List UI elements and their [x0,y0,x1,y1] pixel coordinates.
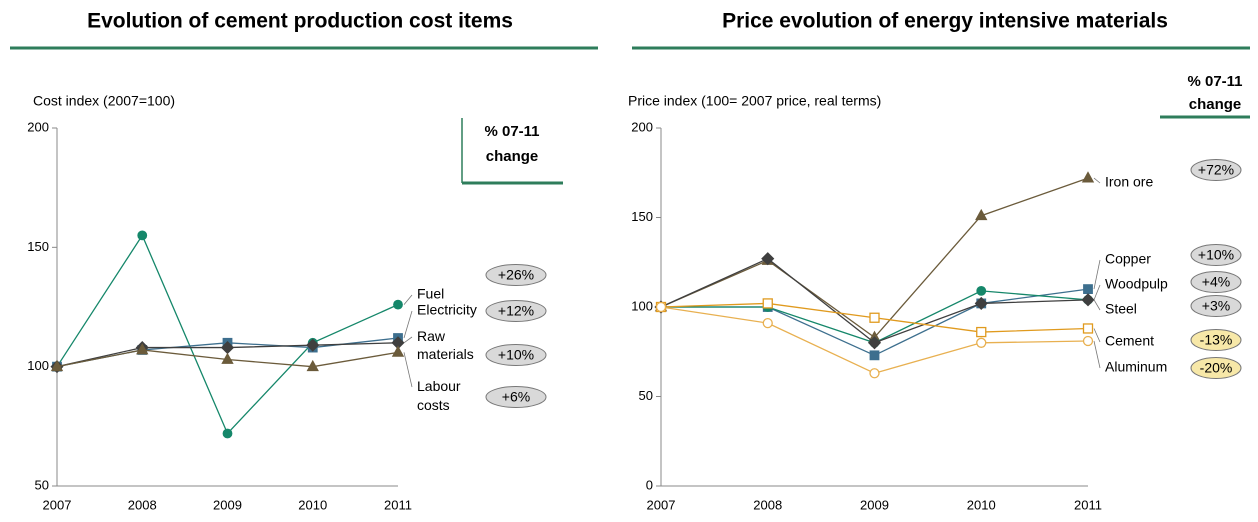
change-label: +6% [502,389,530,405]
y-axis-label: Cost index (2007=100) [33,93,175,109]
y-tick-label: 150 [631,209,653,224]
point [137,230,148,241]
point [391,345,405,357]
label-connector [403,352,413,388]
change-badge [1190,357,1242,379]
y-tick-label: 200 [27,119,49,134]
legend-label: Electricity [417,302,477,318]
label-connector [1093,284,1101,300]
change-label: +10% [1198,247,1234,263]
change-label: +72% [1198,162,1234,178]
change-label: -13% [1200,332,1233,348]
change-label: +4% [1202,274,1230,290]
point [869,368,880,379]
chart-title: Price evolution of energy intensive mate… [722,10,1168,33]
point [867,336,882,350]
x-tick-label: 2007 [43,497,72,512]
note: % 07-11 [484,123,539,140]
x-tick-label: 2007 [647,497,676,512]
label-connector [1093,259,1101,290]
point [1083,284,1093,295]
point [222,428,233,439]
point [762,298,773,309]
x-tick-label: 2010 [967,497,996,512]
change-label: +26% [498,267,534,283]
point [306,359,319,372]
change-label: +12% [498,303,534,319]
y-tick-label: 100 [27,358,49,373]
y-tick-label: 100 [631,298,653,313]
label-connector [403,336,413,344]
point [655,301,667,313]
x-tick-label: 2008 [753,497,782,512]
point [974,296,988,310]
note: change [486,148,539,165]
label-connector [1093,340,1101,369]
chart-title: Evolution of cement production cost item… [87,10,513,33]
change-badge [1190,159,1242,181]
legend-label: Fuel [417,286,444,302]
change-label: +3% [1202,298,1230,314]
point [976,337,987,348]
change-label: +10% [498,347,534,363]
y-tick-label: 0 [646,477,653,492]
legend-label: Labour costs [417,378,461,413]
legend-label: Copper [1105,251,1151,267]
point [869,312,880,323]
x-tick-label: 2011 [1074,497,1102,512]
point [762,317,773,329]
change-badge [485,264,547,286]
change-badge [1190,244,1242,266]
point [393,299,403,310]
y-tick-label: 50 [639,388,653,403]
legend-label: Raw materials [417,328,474,362]
label-connector [1093,328,1101,343]
point [221,352,234,364]
change-badge [485,386,547,408]
y-tick-label: 200 [631,119,653,134]
change-badge [1190,295,1242,317]
x-tick-label: 2011 [384,497,412,512]
note: change [1189,96,1242,113]
change-badge [485,344,547,366]
point [306,338,320,352]
label-connector [1093,299,1101,311]
note: % 07-11 [1187,73,1242,90]
point [869,350,880,361]
label-connector [403,294,413,305]
point [761,252,775,266]
point [1081,293,1095,307]
point [50,359,64,372]
change-badge [1190,271,1242,293]
legend-label: Steel [1105,301,1137,317]
point [1082,323,1094,334]
change-label: -20% [1200,360,1233,376]
legend-label: Iron ore [1105,174,1153,190]
change-badge [1190,329,1242,351]
y-tick-label: 50 [35,477,49,492]
label-connector [403,310,413,339]
label-connector [1093,177,1101,184]
point [136,343,149,355]
legend-label: Woodpulp [1105,276,1168,292]
x-tick-label: 2008 [128,497,157,512]
point [976,326,987,338]
point [1082,335,1094,347]
change-badge [485,300,547,322]
y-tick-label: 150 [27,239,49,254]
x-tick-label: 2009 [213,497,242,512]
point [975,208,988,221]
point [1081,171,1095,183]
series-line [56,234,399,435]
legend-label: Cement [1105,333,1154,349]
legend-label: Aluminum [1105,359,1167,375]
x-tick-label: 2010 [298,497,327,512]
point [976,285,987,296]
y-axis-label: Price index (100= 2007 price, real terms… [628,93,881,109]
x-tick-label: 2009 [860,497,889,512]
